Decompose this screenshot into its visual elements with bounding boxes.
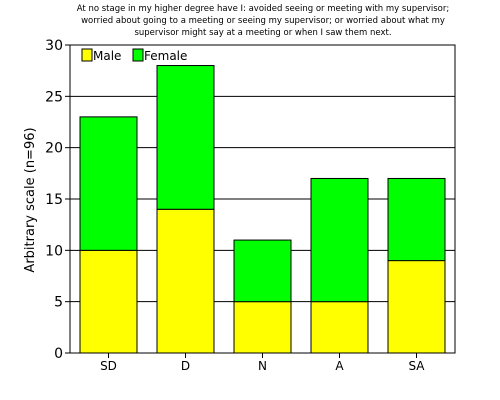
bars: [79, 65, 446, 354]
y-tick-label-0: 0: [54, 346, 63, 362]
legend-label-female: Female: [144, 49, 187, 63]
x-axis-ticks: SD D N A SA: [100, 353, 425, 373]
y-tick-label-15: 15: [45, 192, 63, 208]
chart-title-line-3: supervisor might say at a meeting or whe…: [134, 28, 391, 38]
bar-a-male: [310, 301, 369, 354]
y-axis-ticks: 0 5 10 15 20 25 30: [45, 38, 70, 362]
y-tick-label-20: 20: [45, 141, 63, 157]
bar-n-male: [233, 301, 292, 354]
bar-n-female: [233, 239, 292, 303]
y-tick-label-5: 5: [54, 295, 63, 311]
legend: Male Female: [81, 48, 187, 63]
bar-sa-female: [387, 177, 446, 262]
legend-label-male: Male: [93, 49, 121, 63]
x-tick-label-sd: SD: [100, 359, 117, 373]
y-axis-title: Arbitrary scale (n=96): [23, 127, 38, 272]
x-tick-label-d: D: [181, 359, 190, 373]
bar-sd-male: [79, 249, 138, 354]
legend-swatch-male: [81, 48, 93, 62]
chart-title-line-2: worried about going to a meeting or seei…: [81, 16, 445, 26]
x-tick-label-n: N: [258, 359, 267, 373]
y-tick-label-10: 10: [45, 243, 63, 259]
chart-title-line-1: At no stage in my higher degree have I: …: [77, 4, 449, 14]
y-tick-label-25: 25: [45, 89, 63, 105]
x-tick-label-sa: SA: [408, 359, 425, 373]
bar-d-female: [156, 65, 215, 210]
x-tick-label-a: A: [335, 359, 344, 373]
bar-d-male: [156, 208, 215, 354]
bar-sa-male: [387, 260, 446, 354]
y-tick-label-30: 30: [45, 38, 63, 54]
bar-sd-female: [79, 116, 138, 251]
bar-a-female: [310, 177, 369, 303]
legend-swatch-female: [132, 48, 144, 62]
